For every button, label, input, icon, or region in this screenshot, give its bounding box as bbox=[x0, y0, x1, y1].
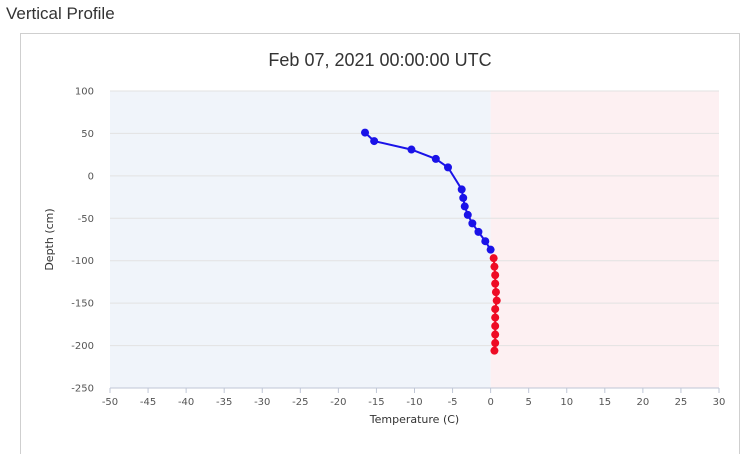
data-point bbox=[491, 339, 500, 348]
data-point bbox=[370, 137, 379, 146]
x-axis-title: Temperature (C) bbox=[369, 413, 459, 426]
x-tick-label: -10 bbox=[406, 397, 422, 408]
data-point bbox=[457, 185, 466, 194]
data-point bbox=[491, 305, 500, 314]
y-tick-label: 100 bbox=[75, 87, 94, 98]
data-point bbox=[490, 346, 499, 355]
background-band-1 bbox=[490, 91, 719, 388]
data-point bbox=[486, 245, 495, 254]
x-tick-label: 30 bbox=[713, 397, 726, 408]
y-tick-label: -100 bbox=[71, 256, 94, 267]
x-tick-label: 20 bbox=[637, 397, 650, 408]
data-point bbox=[491, 288, 500, 297]
x-tick-label: 15 bbox=[598, 397, 611, 408]
data-point bbox=[489, 254, 498, 263]
data-point bbox=[460, 202, 469, 211]
y-tick-label: -50 bbox=[78, 214, 94, 225]
x-tick-label: 0 bbox=[487, 397, 493, 408]
y-tick-label: -200 bbox=[71, 341, 94, 352]
background-band-0 bbox=[110, 91, 491, 388]
x-tick-label: -35 bbox=[216, 397, 232, 408]
x-tick-label: -15 bbox=[368, 397, 384, 408]
data-point bbox=[443, 163, 452, 172]
data-point bbox=[491, 279, 500, 288]
y-tick-label: -150 bbox=[71, 299, 94, 310]
x-tick-label: 10 bbox=[560, 397, 573, 408]
data-point bbox=[491, 322, 500, 331]
y-tick-label: 50 bbox=[81, 129, 94, 140]
data-point bbox=[491, 313, 500, 322]
section-title: Vertical Profile bbox=[6, 4, 115, 23]
data-point bbox=[407, 145, 416, 154]
x-tick-label: -25 bbox=[292, 397, 308, 408]
data-point bbox=[459, 193, 468, 202]
x-tick-label: 25 bbox=[675, 397, 688, 408]
x-tick-label: 5 bbox=[526, 397, 532, 408]
y-axis-title: Depth (cm) bbox=[43, 208, 56, 270]
data-point bbox=[474, 227, 483, 236]
data-point bbox=[431, 154, 440, 163]
data-point bbox=[463, 210, 472, 219]
data-point bbox=[468, 219, 477, 228]
data-point bbox=[491, 271, 500, 280]
x-tick-label: -40 bbox=[178, 397, 194, 408]
y-tick-label: -250 bbox=[71, 384, 94, 395]
data-point bbox=[490, 262, 499, 271]
x-tick-label: -20 bbox=[330, 397, 346, 408]
data-point bbox=[491, 330, 500, 339]
x-tick-label: -45 bbox=[140, 397, 156, 408]
x-tick-label: -30 bbox=[254, 397, 270, 408]
x-tick-label: -50 bbox=[102, 397, 118, 408]
data-point bbox=[361, 128, 370, 137]
x-tick-label: -5 bbox=[448, 397, 458, 408]
chart-title: Feb 07, 2021 00:00:00 UTC bbox=[268, 50, 492, 70]
data-point bbox=[481, 237, 490, 246]
chart-card: Feb 07, 2021 00:00:00 UTC 100 50 0 -50 -100-… bbox=[20, 33, 740, 454]
y-tick-label: 0 bbox=[88, 171, 94, 182]
data-point bbox=[492, 296, 501, 305]
